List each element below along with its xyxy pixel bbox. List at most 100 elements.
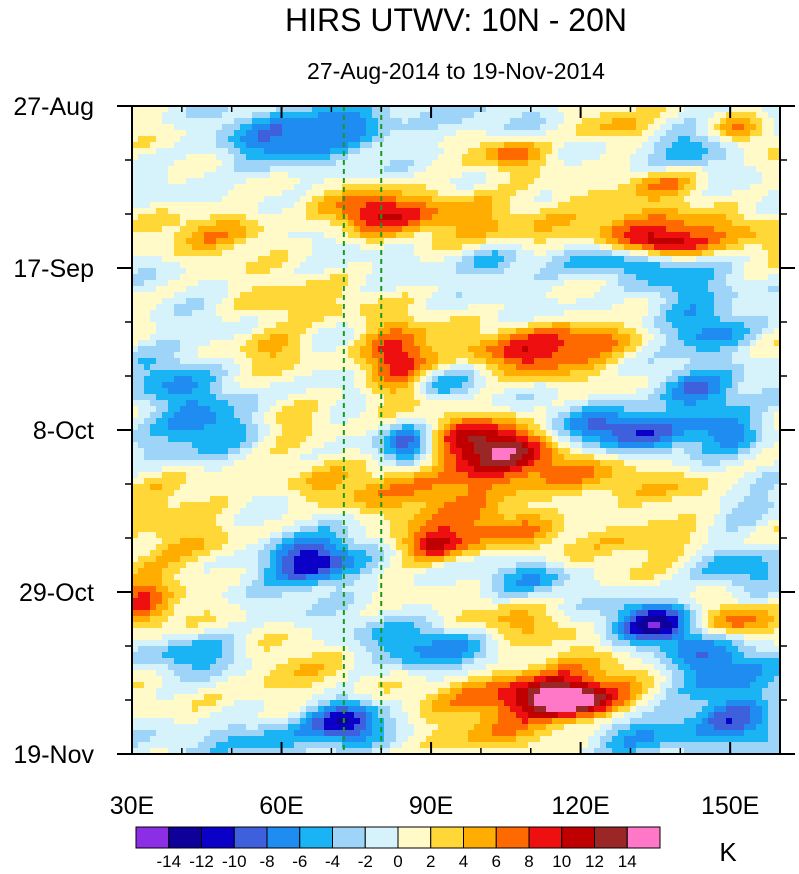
heatmap-cell (300, 256, 307, 263)
heatmap-cell (498, 148, 505, 155)
heatmap-cell (426, 184, 433, 191)
heatmap-cell (582, 322, 589, 329)
heatmap-cell (162, 220, 169, 227)
heatmap-cell (468, 208, 475, 215)
heatmap-cell (624, 316, 631, 323)
heatmap-cell (480, 268, 487, 275)
heatmap-cell (168, 304, 175, 311)
heatmap-cell (552, 304, 559, 311)
heatmap-cell (384, 358, 391, 365)
heatmap-cell (372, 118, 379, 125)
heatmap-cell (168, 370, 175, 377)
heatmap-cell (174, 310, 181, 317)
heatmap-cell (408, 142, 415, 149)
heatmap-cell (432, 160, 439, 167)
heatmap-cell (534, 250, 541, 257)
heatmap-cell (414, 322, 421, 329)
heatmap-cell (348, 328, 355, 335)
heatmap-cell (588, 370, 595, 377)
heatmap-cell (258, 238, 265, 245)
heatmap-cell (588, 232, 595, 239)
heatmap-cell (354, 250, 361, 257)
heatmap-cell (432, 322, 439, 329)
heatmap-cell (342, 376, 349, 383)
heatmap-cell (684, 334, 691, 341)
heatmap-cell (582, 352, 589, 359)
heatmap-cell (426, 118, 433, 125)
heatmap-cell (264, 286, 271, 293)
heatmap-cell (264, 226, 271, 233)
heatmap-cell (696, 244, 703, 251)
heatmap-cell (618, 172, 625, 179)
heatmap-cell (402, 340, 409, 347)
heatmap-cell (294, 172, 301, 179)
heatmap-cell (276, 244, 283, 251)
heatmap-cell (720, 106, 727, 113)
heatmap-cell (768, 346, 775, 353)
heatmap-cell (132, 316, 139, 323)
heatmap-cell (594, 256, 601, 263)
heatmap-cell (342, 136, 349, 143)
heatmap-cell (552, 112, 559, 119)
heatmap-cell (336, 190, 343, 197)
heatmap-cell (312, 256, 319, 263)
heatmap-cell (366, 214, 373, 221)
heatmap-cell (684, 160, 691, 167)
heatmap-cell (384, 142, 391, 149)
heatmap-cell (768, 112, 775, 119)
heatmap-cell (174, 370, 181, 377)
heatmap-cell (234, 208, 241, 215)
heatmap-cell (252, 172, 259, 179)
heatmap-cell (486, 214, 493, 221)
heatmap-cell (300, 160, 307, 167)
heatmap-cell (426, 190, 433, 197)
heatmap-cell (528, 184, 535, 191)
heatmap-cell (648, 160, 655, 167)
heatmap-cell (330, 280, 337, 287)
heatmap-cell (558, 346, 565, 353)
heatmap-cell (354, 196, 361, 203)
heatmap-cell (144, 358, 151, 365)
heatmap-cell (486, 118, 493, 125)
heatmap-cell (666, 106, 673, 113)
heatmap-cell (168, 118, 175, 125)
heatmap-cell (672, 352, 679, 359)
heatmap-cell (684, 154, 691, 161)
heatmap-cell (744, 184, 751, 191)
heatmap-cell (168, 286, 175, 293)
heatmap-cell (540, 142, 547, 149)
heatmap-cell (606, 268, 613, 275)
heatmap-cell (582, 160, 589, 167)
heatmap-cell (426, 136, 433, 143)
heatmap-cell (768, 160, 775, 167)
heatmap-cell (216, 190, 223, 197)
heatmap-cell (660, 322, 667, 329)
heatmap-cell (396, 280, 403, 287)
heatmap-cell (390, 202, 397, 209)
heatmap-cell (318, 262, 325, 269)
heatmap-cell (510, 376, 517, 383)
heatmap-cell (138, 214, 145, 221)
heatmap-cell (360, 274, 367, 281)
heatmap-cell (516, 286, 523, 293)
heatmap-cell (750, 124, 757, 131)
heatmap-cell (198, 256, 205, 263)
heatmap-cell (648, 136, 655, 143)
heatmap-cell (360, 184, 367, 191)
heatmap-cell (720, 214, 727, 221)
heatmap-cell (186, 202, 193, 209)
heatmap-cell (726, 160, 733, 167)
heatmap-cell (546, 280, 553, 287)
heatmap-cell (168, 136, 175, 143)
heatmap-cell (150, 148, 157, 155)
heatmap-cell (678, 358, 685, 365)
heatmap-cell (474, 142, 481, 149)
heatmap-cell (432, 226, 439, 233)
heatmap-cell (510, 268, 517, 275)
heatmap-cell (156, 334, 163, 341)
heatmap-cell (408, 208, 415, 215)
heatmap-cell (234, 220, 241, 227)
heatmap-cell (270, 298, 277, 305)
heatmap-cell (492, 160, 499, 167)
heatmap-cell (588, 304, 595, 311)
